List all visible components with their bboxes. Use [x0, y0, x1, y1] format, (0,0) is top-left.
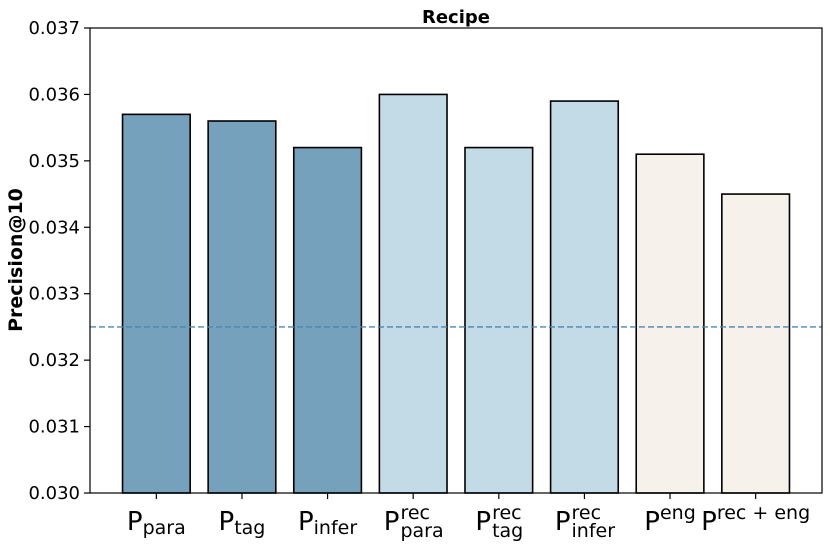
- y-tick-label-1: 0.031: [28, 417, 80, 438]
- y-tick-label-6: 0.036: [28, 84, 80, 105]
- bar-0: [121, 113, 191, 494]
- x-tick-label-5: Prec infer: [555, 502, 615, 542]
- x-tick-label-2: Pinfer: [298, 507, 357, 539]
- bar-6: [635, 153, 705, 494]
- y-tick-label-0: 0.030: [28, 483, 80, 504]
- bar-3: [378, 93, 448, 494]
- y-tick-label-4: 0.034: [28, 217, 80, 238]
- x-tick-label-3: Prec para: [384, 502, 444, 542]
- x-tick-label-7: Prec + eng: [701, 502, 810, 537]
- y-ticks: 0.030 0.031 0.032 0.033 0.034 0.035 0.036 0.037: [28, 18, 90, 504]
- x-tick-label-1: Ptag: [219, 507, 266, 539]
- chart-title: Recipe: [422, 7, 490, 28]
- bars: [121, 93, 791, 494]
- bar-1: [207, 120, 277, 494]
- y-tick-label-7: 0.037: [28, 18, 80, 39]
- axes: [89, 27, 823, 494]
- y-tick-label-5: 0.035: [28, 151, 80, 172]
- y-axis-label: Precision@10: [5, 188, 27, 332]
- x-tick-labels: Ppara Ptag Pinfer Prec para Prec tag Prec infer P…: [127, 493, 810, 542]
- y-tick-label-3: 0.033: [28, 284, 80, 305]
- bar-4: [464, 146, 534, 494]
- y-tick-label-2: 0.032: [28, 350, 80, 371]
- plot-frame: [89, 27, 823, 494]
- bar-7: [721, 193, 791, 494]
- x-tick-label-6: Peng: [644, 502, 695, 537]
- x-tick-label-0: Ppara: [127, 507, 186, 539]
- x-tick-label-4: Prec tag: [475, 502, 523, 542]
- bar-5: [549, 100, 620, 494]
- bar-2: [292, 146, 363, 494]
